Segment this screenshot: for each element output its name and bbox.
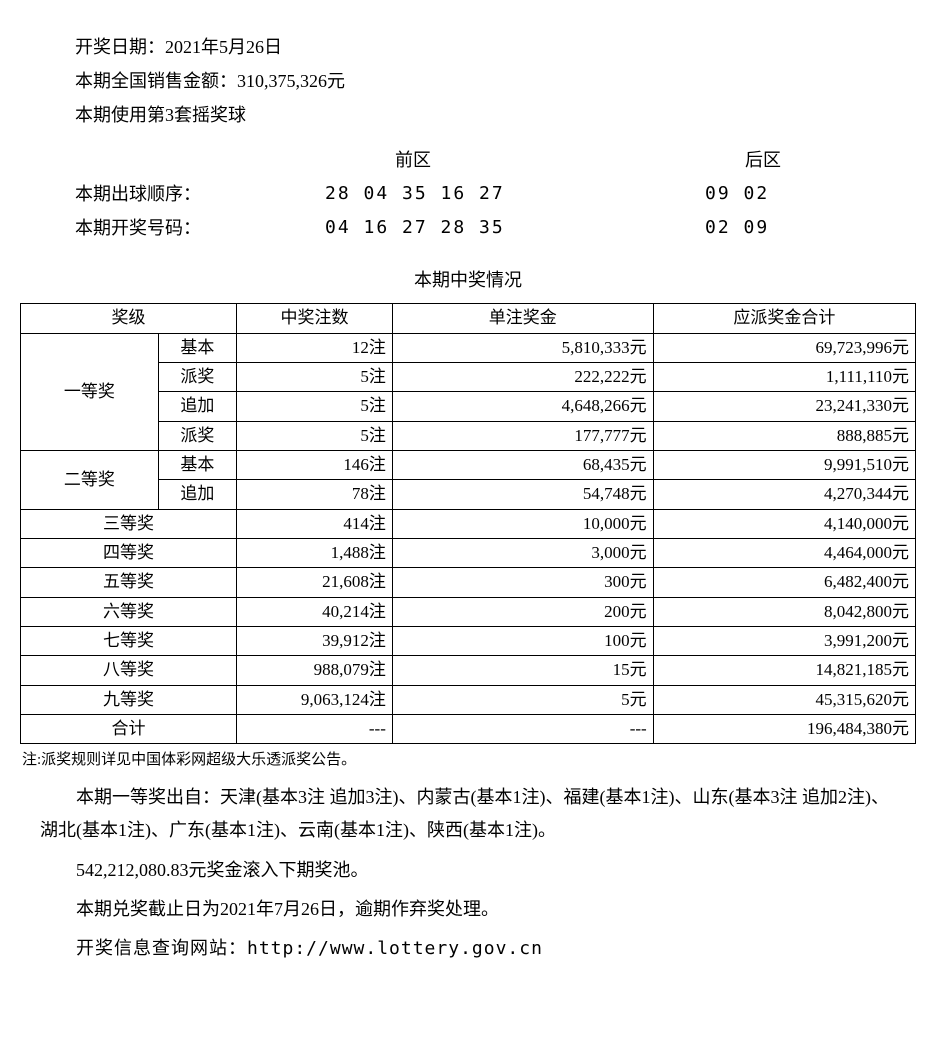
- ball-set: 本期使用第3套摇奖球: [75, 98, 916, 132]
- level-7: 七等奖: [21, 627, 237, 656]
- cell: 45,315,620元: [653, 685, 915, 714]
- table-row: 二等奖 基本 146注 68,435元 9,991,510元: [21, 451, 916, 480]
- level-8: 八等奖: [21, 656, 237, 685]
- winning-number-back: 02 09: [705, 211, 905, 245]
- cell: 9,063,124注: [237, 685, 393, 714]
- bonus-rule-note: 注:派奖规则详见中国体彩网超级大乐透派奖公告。: [20, 746, 916, 775]
- cell: 4,270,344元: [653, 480, 915, 509]
- th-total: 应派奖金合计: [653, 304, 915, 333]
- cell: 146注: [237, 451, 393, 480]
- cell: 12注: [237, 333, 393, 362]
- draw-order-front: 28 04 35 16 27: [325, 177, 705, 211]
- cell: 222,222元: [392, 363, 653, 392]
- table-row: 六等奖 40,214注 200元 8,042,800元: [21, 597, 916, 626]
- cell: 21,608注: [237, 568, 393, 597]
- winners-locations: 本期一等奖出自：天津(基本3注 追加3注)、内蒙古(基本1注)、福建(基本1注)…: [20, 781, 916, 848]
- level-6: 六等奖: [21, 597, 237, 626]
- table-header-row: 奖级 中奖注数 单注奖金 应派奖金合计: [21, 304, 916, 333]
- cell: 4,648,266元: [392, 392, 653, 421]
- draw-date: 开奖日期：2021年5月26日: [75, 30, 916, 64]
- level-sum: 合计: [21, 715, 237, 744]
- level-2: 二等奖: [21, 451, 159, 510]
- cell: 4,140,000元: [653, 509, 915, 538]
- sub-bonus: 派奖: [158, 421, 236, 450]
- table-row: 一等奖 基本 12注 5,810,333元 69,723,996元: [21, 333, 916, 362]
- cell: 54,748元: [392, 480, 653, 509]
- table-row: 三等奖 414注 10,000元 4,140,000元: [21, 509, 916, 538]
- cell: 5元: [392, 685, 653, 714]
- table-title: 本期中奖情况: [20, 263, 916, 297]
- cell: 200元: [392, 597, 653, 626]
- back-zone-header: 后区: [705, 143, 905, 177]
- table-row: 九等奖 9,063,124注 5元 45,315,620元: [21, 685, 916, 714]
- cell: ---: [237, 715, 393, 744]
- level-3: 三等奖: [21, 509, 237, 538]
- table-row-sum: 合计 --- --- 196,484,380元: [21, 715, 916, 744]
- table-row: 八等奖 988,079注 15元 14,821,185元: [21, 656, 916, 685]
- th-level: 奖级: [21, 304, 237, 333]
- prize-table: 奖级 中奖注数 单注奖金 应派奖金合计 一等奖 基本 12注 5,810,333…: [20, 303, 916, 744]
- cell: 3,991,200元: [653, 627, 915, 656]
- cell: 414注: [237, 509, 393, 538]
- sub-basic: 基本: [158, 333, 236, 362]
- cell: 1,111,110元: [653, 363, 915, 392]
- winning-number-label: 本期开奖号码：: [75, 211, 325, 245]
- level-1: 一等奖: [21, 333, 159, 450]
- cell: 10,000元: [392, 509, 653, 538]
- spacer: [75, 143, 325, 177]
- th-count: 中奖注数: [237, 304, 393, 333]
- cell: 888,885元: [653, 421, 915, 450]
- front-zone-header: 前区: [325, 143, 705, 177]
- th-per: 单注奖金: [392, 304, 653, 333]
- cell: 23,241,330元: [653, 392, 915, 421]
- cell: 988,079注: [237, 656, 393, 685]
- cell: 68,435元: [392, 451, 653, 480]
- cell: 14,821,185元: [653, 656, 915, 685]
- cell: 6,482,400元: [653, 568, 915, 597]
- level-5: 五等奖: [21, 568, 237, 597]
- cell: 5注: [237, 363, 393, 392]
- cell: 300元: [392, 568, 653, 597]
- cell: ---: [392, 715, 653, 744]
- cell: 78注: [237, 480, 393, 509]
- draw-order-label: 本期出球顺序：: [75, 177, 325, 211]
- level-9: 九等奖: [21, 685, 237, 714]
- cell: 3,000元: [392, 539, 653, 568]
- cell: 100元: [392, 627, 653, 656]
- cell: 1,488注: [237, 539, 393, 568]
- cell: 177,777元: [392, 421, 653, 450]
- info-website: 开奖信息查询网站：http://www.lottery.gov.cn: [20, 932, 916, 965]
- cell: 5注: [237, 392, 393, 421]
- level-4: 四等奖: [21, 539, 237, 568]
- winning-number-front: 04 16 27 28 35: [325, 211, 705, 245]
- table-row: 五等奖 21,608注 300元 6,482,400元: [21, 568, 916, 597]
- table-row: 七等奖 39,912注 100元 3,991,200元: [21, 627, 916, 656]
- claim-deadline: 本期兑奖截止日为2021年7月26日，逾期作弃奖处理。: [20, 893, 916, 926]
- national-sales: 本期全国销售金额：310,375,326元: [75, 64, 916, 98]
- cell: 40,214注: [237, 597, 393, 626]
- cell: 4,464,000元: [653, 539, 915, 568]
- sub-basic: 基本: [158, 451, 236, 480]
- cell: 5注: [237, 421, 393, 450]
- cell: 69,723,996元: [653, 333, 915, 362]
- sub-bonus: 派奖: [158, 363, 236, 392]
- cell: 8,042,800元: [653, 597, 915, 626]
- table-row: 四等奖 1,488注 3,000元 4,464,000元: [21, 539, 916, 568]
- cell: 5,810,333元: [392, 333, 653, 362]
- rollover-pool: 542,212,080.83元奖金滚入下期奖池。: [20, 854, 916, 887]
- cell: 39,912注: [237, 627, 393, 656]
- cell: 196,484,380元: [653, 715, 915, 744]
- draw-order-back: 09 02: [705, 177, 905, 211]
- cell: 9,991,510元: [653, 451, 915, 480]
- sub-add: 追加: [158, 480, 236, 509]
- cell: 15元: [392, 656, 653, 685]
- sub-add: 追加: [158, 392, 236, 421]
